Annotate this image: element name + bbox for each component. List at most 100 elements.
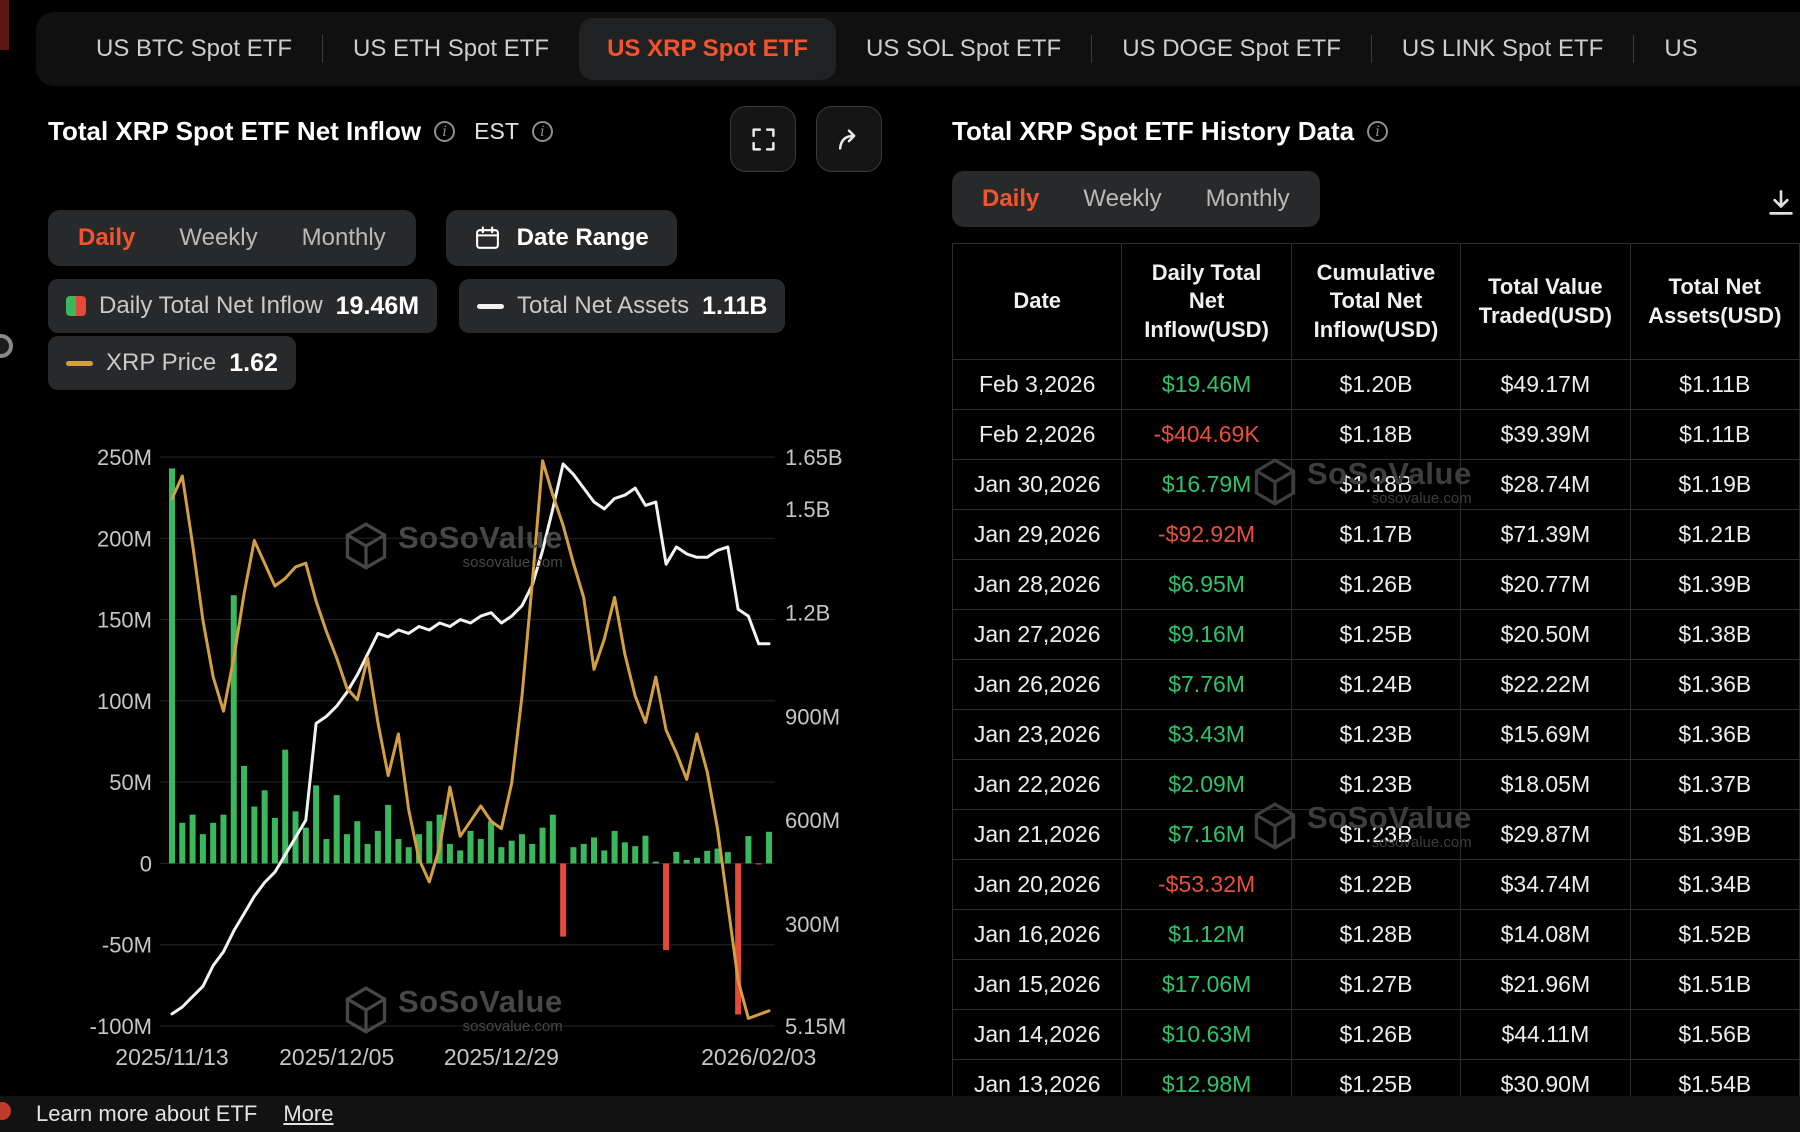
svg-text:2025/11/13: 2025/11/13 (115, 1044, 228, 1070)
net-inflow-panel: Total XRP Spot ETF Net Inflow EST Daily … (48, 100, 932, 1096)
legend-xrp-price[interactable]: XRP Price 1.62 (48, 336, 296, 390)
net-inflow-chart[interactable]: 250M 200M 150M 100M 50M 0 -50M -100M 1.65B 1.5B 1.… (54, 440, 914, 1088)
bar-series-icon (66, 296, 86, 316)
table-period-daily[interactable]: Daily (982, 185, 1040, 212)
svg-text:300M: 300M (785, 912, 840, 937)
table-cell-inflow: $10.63M (1121, 1009, 1292, 1060)
table-cell-cumulative: $1.25B (1290, 609, 1462, 660)
table-row: Jan 14,2026 $10.63M $1.26B $44.11M $1.56B (952, 1009, 1800, 1060)
tab-us-doge-spot-etf[interactable]: US DOGE Spot ETF (1122, 35, 1341, 62)
table-row: Jan 15,2026 $17.06M $1.27B $21.96M $1.51B (952, 959, 1800, 1010)
svg-text:5.15M: 5.15M (785, 1014, 846, 1039)
svg-text:250M: 250M (97, 445, 152, 470)
svg-text:600M: 600M (785, 808, 840, 833)
table-cell-assets: $1.34B (1629, 859, 1800, 910)
chart-controls-row: Daily Weekly Monthly Date Range (48, 210, 677, 266)
share-button[interactable] (816, 106, 882, 172)
table-cell-cumulative: $1.18B (1290, 459, 1462, 510)
table-cell-assets: $1.36B (1629, 659, 1800, 710)
column-header: Total Value Traded(USD) (1460, 243, 1631, 360)
info-icon[interactable] (531, 121, 553, 142)
table-row: Jan 16,2026 $1.12M $1.28B $14.08M $1.52B (952, 909, 1800, 960)
table-row: Jan 28,2026 $6.95M $1.26B $20.77M $1.39B (952, 559, 1800, 610)
table-cell-inflow: $17.06M (1121, 959, 1292, 1010)
table-cell-assets: $1.52B (1629, 909, 1800, 960)
date-range-button[interactable]: Date Range (445, 210, 677, 266)
table-cell-date: Jan 23,2026 (952, 709, 1123, 760)
table-cell-inflow: $2.09M (1121, 759, 1292, 810)
legend-value: 1.62 (229, 348, 278, 377)
table-row: Jan 30,2026 $16.79M $1.18B $28.74M $1.19B (952, 459, 1800, 510)
legend-daily-total-net-inflow[interactable]: Daily Total Net Inflow 19.46M (48, 279, 438, 333)
table-cell-traded: $22.22M (1460, 659, 1631, 710)
calendar-icon (475, 226, 499, 249)
chart-legend-row-2: XRP Price 1.62 (48, 336, 296, 390)
history-data-panel: Total XRP Spot ETF History Data Daily We… (952, 100, 1800, 1096)
chart-period-daily[interactable]: Daily (78, 224, 136, 251)
edge-artifact-top (0, 0, 9, 50)
table-cell-date: Jan 22,2026 (952, 759, 1123, 810)
table-cell-assets: $1.51B (1629, 959, 1800, 1010)
svg-text:-100M: -100M (90, 1014, 152, 1039)
table-cell-date: Jan 21,2026 (952, 809, 1123, 860)
table-cell-inflow: -$92.92M (1121, 509, 1292, 560)
table-cell-cumulative: $1.26B (1290, 1009, 1462, 1060)
table-period-monthly[interactable]: Monthly (1205, 185, 1290, 212)
table-cell-assets: $1.37B (1629, 759, 1800, 810)
history-table[interactable]: Date Daily Total Net Inflow(USD) Cumulativ… (952, 243, 1800, 1096)
table-cell-traded: $34.74M (1460, 859, 1631, 910)
table-row: Jan 22,2026 $2.09M $1.23B $18.05M $1.37B (952, 759, 1800, 810)
table-cell-date: Jan 15,2026 (952, 959, 1123, 1010)
table-cell-assets: $1.56B (1629, 1009, 1800, 1060)
table-title: Total XRP Spot ETF History Data (952, 116, 1355, 146)
svg-text:100M: 100M (97, 689, 152, 714)
table-row: Jan 20,2026 -$53.32M $1.22B $34.74M $1.34B (952, 859, 1800, 910)
fullscreen-button[interactable] (730, 106, 796, 172)
tab-us-btc-spot-etf[interactable]: US BTC Spot ETF (96, 35, 293, 62)
svg-text:2025/12/29: 2025/12/29 (444, 1044, 559, 1070)
tab-separator (1633, 35, 1635, 63)
legend-value: 1.11B (702, 291, 768, 320)
table-cell-date: Jan 27,2026 (952, 609, 1123, 660)
table-cell-traded: $44.11M (1460, 1009, 1631, 1060)
table-cell-assets: $1.11B (1629, 409, 1800, 460)
svg-text:2026/02/03: 2026/02/03 (701, 1044, 816, 1070)
download-button[interactable] (1766, 188, 1796, 221)
info-icon[interactable] (434, 121, 456, 142)
date-range-label: Date Range (516, 224, 649, 251)
svg-text:1.2B: 1.2B (785, 601, 830, 626)
more-link[interactable]: More (283, 1101, 334, 1126)
table-row: Feb 2,2026 -$404.69K $1.18B $39.39M $1.11B (952, 409, 1800, 460)
svg-text:50M: 50M (109, 770, 152, 795)
chart-period-weekly[interactable]: Weekly (179, 224, 258, 251)
table-cell-cumulative: $1.23B (1290, 709, 1462, 760)
table-cell-inflow: $7.16M (1121, 809, 1292, 860)
table-cell-date: Feb 3,2026 (952, 359, 1123, 410)
table-cell-assets: $1.11B (1629, 359, 1800, 410)
tab-us-eth-spot-etf[interactable]: US ETH Spot ETF (353, 35, 550, 62)
table-period-weekly[interactable]: Weekly (1083, 185, 1162, 212)
edge-artifact-bottom (0, 1102, 11, 1120)
table-row: Jan 21,2026 $7.16M $1.23B $29.87M $1.39B (952, 809, 1800, 860)
tab-partial-right[interactable]: US (1664, 35, 1698, 62)
etf-tab-bar: US BTC Spot ETF US ETH Spot ETF US XRP S… (36, 12, 1800, 86)
fullscreen-icon (751, 127, 775, 151)
tab-us-link-spot-etf[interactable]: US LINK Spot ETF (1401, 35, 1604, 62)
chart-period-monthly[interactable]: Monthly (301, 224, 386, 251)
info-icon[interactable] (1367, 121, 1389, 142)
tab-us-sol-spot-etf[interactable]: US SOL Spot ETF (866, 35, 1062, 62)
table-period-tabs: Daily Weekly Monthly (952, 171, 1320, 227)
svg-text:900M: 900M (785, 704, 840, 729)
legend-total-net-assets[interactable]: Total Net Assets 1.11B (459, 279, 786, 333)
table-cell-inflow: $9.16M (1121, 609, 1292, 660)
edge-artifact-ring (0, 334, 13, 358)
table-cell-assets: $1.36B (1629, 709, 1800, 760)
table-cell-inflow: $12.98M (1121, 1059, 1292, 1096)
table-cell-traded: $28.74M (1460, 459, 1631, 510)
table-cell-assets: $1.39B (1629, 559, 1800, 610)
table-cell-cumulative: $1.28B (1290, 909, 1462, 960)
history-table-body: Feb 3,2026 $19.46M $1.20B $49.17M $1.11B Feb … (952, 359, 1800, 1096)
table-cell-inflow: $16.79M (1121, 459, 1292, 510)
tab-us-xrp-spot-etf[interactable]: US XRP Spot ETF (579, 18, 836, 80)
